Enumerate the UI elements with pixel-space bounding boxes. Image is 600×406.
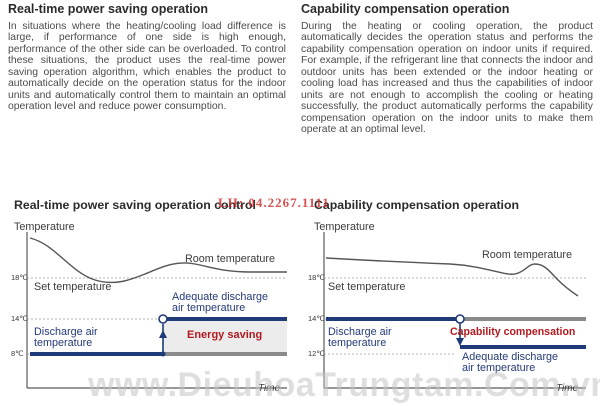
left-y-axis-label: Temperature bbox=[14, 221, 75, 233]
right-adequate-label-1: Adequate discharge bbox=[462, 351, 559, 363]
right-discharge-node bbox=[455, 314, 465, 324]
right-y-axis-label: Temperature bbox=[314, 221, 375, 233]
left-set-temp-label: Set temperature bbox=[34, 281, 112, 293]
left-discharge-label-2: temperature bbox=[34, 337, 93, 349]
left-adequate-label-2: air temperature bbox=[172, 302, 246, 314]
left-tick-14: 14℃ bbox=[11, 314, 28, 323]
phone-watermark: LH: 04.2267.1111 bbox=[218, 195, 330, 210]
left-tick-8: 8℃ bbox=[11, 349, 24, 358]
left-room-temp-curve bbox=[29, 237, 287, 284]
right-discharge-label-1: Discharge air bbox=[328, 326, 392, 338]
left-saving-band bbox=[163, 319, 287, 354]
right-description: Capability compensation operation During… bbox=[301, 0, 593, 136]
site-watermark: www.DieuhoaTrungtam.Com.vn bbox=[88, 366, 600, 404]
left-chart-graphic bbox=[26, 232, 287, 389]
left-room-temp-label: Room temperature bbox=[185, 253, 276, 265]
right-section-title: Capability compensation operation bbox=[301, 2, 510, 16]
left-up-arrow-head bbox=[159, 330, 167, 338]
right-room-temp-curve bbox=[325, 257, 579, 297]
right-set-temp-label: Set temperature bbox=[328, 281, 406, 293]
right-room-temp-label: Room temperature bbox=[482, 249, 573, 261]
right-x-axis-label: Time bbox=[556, 383, 579, 394]
right-tick-12: 12℃ bbox=[308, 349, 325, 358]
right-down-arrow-head bbox=[456, 338, 464, 346]
left-energy-saving-label: Energy saving bbox=[187, 329, 263, 341]
left-tick-18: 18℃ bbox=[11, 273, 28, 282]
left-section-body: In situations where the heating/cooling … bbox=[8, 21, 286, 113]
left-adequate-node bbox=[158, 314, 168, 324]
right-tick-18: 18℃ bbox=[308, 273, 325, 282]
left-discharge-node bbox=[160, 351, 166, 357]
left-x-axis-label: Time bbox=[258, 383, 281, 394]
right-discharge-label-2: temperature bbox=[328, 337, 387, 349]
left-adequate-label-1: Adequate discharge bbox=[172, 291, 269, 303]
left-description: Real-time power saving operation In situ… bbox=[8, 0, 286, 113]
right-section-body: During the heating or cooling operation,… bbox=[301, 21, 593, 136]
left-chart-title: Real-time power saving operation control bbox=[14, 198, 256, 212]
right-capability-compensation-label: Capability compensation bbox=[450, 326, 576, 338]
right-chart: Capability compensation operation Temper… bbox=[300, 192, 600, 406]
right-chart-title: Capability compensation operation bbox=[314, 198, 519, 212]
right-adequate-label-2: air temperature bbox=[462, 362, 536, 374]
right-chart-graphic bbox=[323, 232, 586, 389]
left-section-title: Real-time power saving operation bbox=[8, 2, 209, 16]
left-discharge-label-1: Discharge air bbox=[34, 326, 98, 338]
right-tick-14: 14℃ bbox=[308, 314, 325, 323]
left-chart: Real-time power saving operation control… bbox=[0, 192, 300, 406]
